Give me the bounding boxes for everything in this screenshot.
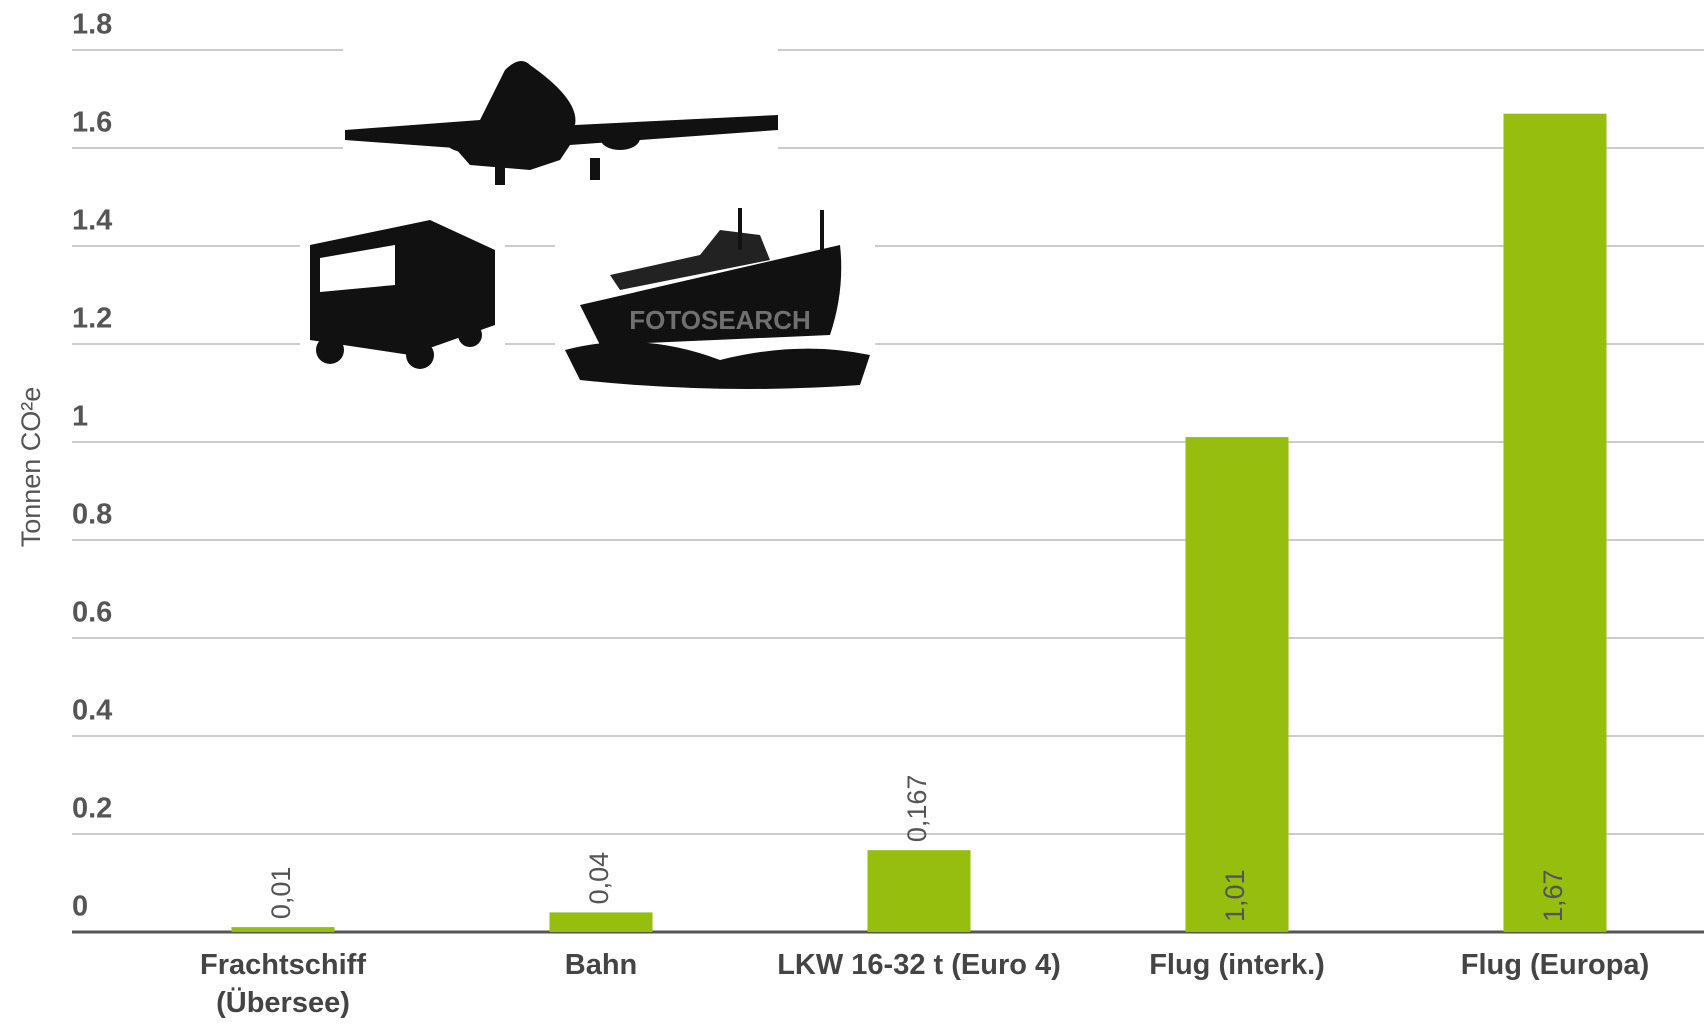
x-tick-label: Flug (Europa)	[1460, 949, 1650, 981]
y-tick-label: 1	[72, 401, 88, 433]
truck	[310, 220, 495, 369]
y-tick-label: 0.6	[72, 597, 112, 629]
x-tick-label: Bahn	[564, 949, 638, 981]
illustrations: FOTOSEARCH	[300, 20, 875, 403]
y-tick-label: 1.2	[72, 303, 112, 335]
bar	[867, 850, 971, 932]
y-axis-label: Tonnen CO²e	[16, 387, 46, 548]
y-tick-label: 1.8	[72, 9, 112, 41]
x-tick-label: LKW 16-32 t (Euro 4)	[777, 949, 1061, 981]
value-label: 0,01	[266, 867, 296, 920]
x-tick-label: Frachtschiff (Übersee)	[200, 949, 366, 1019]
bar	[549, 912, 653, 932]
bar	[1185, 437, 1289, 932]
y-tick-label: 0.8	[72, 499, 112, 531]
bar	[231, 927, 335, 932]
y-tick-label: 1.6	[72, 107, 112, 139]
bar	[1503, 113, 1607, 932]
x-tick-label: Flug (interk.)	[1149, 949, 1325, 981]
y-tick-label: 0	[72, 891, 88, 923]
ship: FOTOSEARCH	[565, 208, 870, 389]
y-tick-label: 0.4	[72, 695, 112, 727]
watermark: FOTOSEARCH	[629, 305, 811, 335]
y-tick-label: 0.2	[72, 793, 112, 825]
grid	[72, 49, 1704, 934]
value-label: 0,04	[584, 852, 614, 905]
value-label: 1,01	[1220, 869, 1250, 922]
bars: 0,01 0,04 0,167 1,01 1,67	[231, 113, 1607, 932]
y-tick-label: 1.4	[72, 205, 112, 237]
value-label: 1,67	[1538, 869, 1568, 922]
value-label: 0,167	[902, 775, 932, 843]
airplane	[345, 61, 778, 185]
